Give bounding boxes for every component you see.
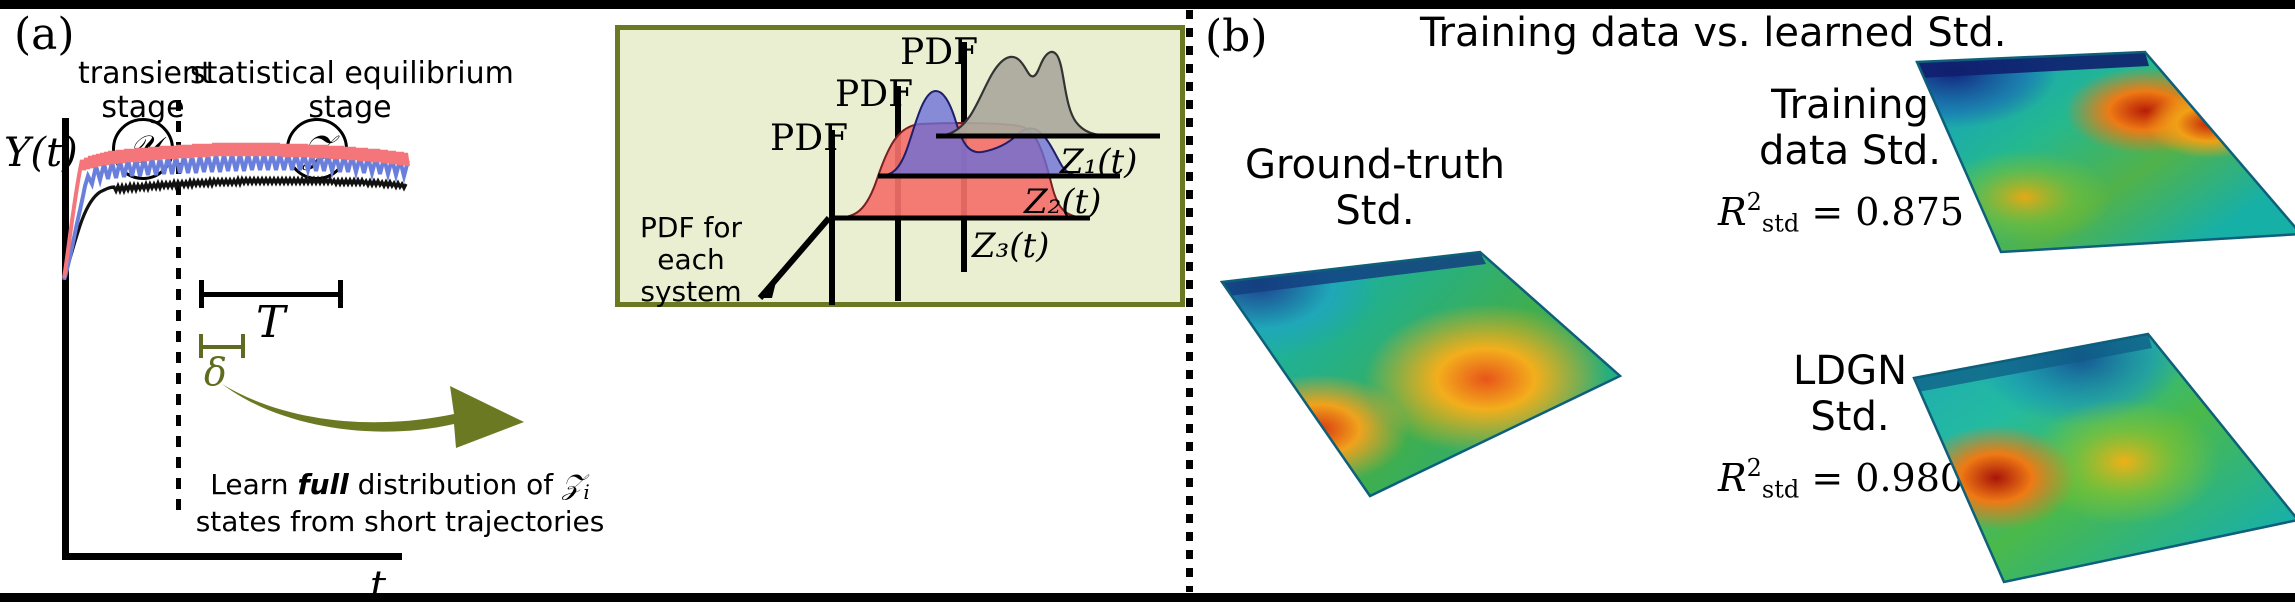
- delta-interval-label: δ: [204, 350, 227, 394]
- trajectory-plot: [62, 142, 410, 280]
- ldgn-label-line1: LDGN: [1792, 348, 1907, 394]
- panel-divider-dotted: [1186, 10, 1193, 592]
- training-data-label-line2: data Std.: [1759, 128, 1941, 174]
- ldgn-r2-value: 0.980: [1855, 455, 1965, 500]
- ldgn-r2: R2std = 0.980: [1718, 454, 1965, 504]
- caption-post: distribution of: [348, 468, 563, 501]
- stage-separator-dashed-line: [176, 100, 181, 520]
- Z2-blue-distribution: [877, 90, 1093, 177]
- training-data-surface-outline: [1915, 50, 2295, 254]
- ground-truth-surface-outline: [1219, 250, 1623, 498]
- x-axis-label: t: [370, 563, 387, 609]
- ldgn-r2-eq: =: [1811, 455, 1844, 500]
- ground-truth-surface-plot: [1219, 250, 1623, 498]
- pdf-for-each-system-line1: PDF for: [640, 211, 742, 244]
- ground-truth-label-line1: Ground-truth: [1244, 142, 1506, 188]
- panel-a-letter: (a): [14, 9, 75, 60]
- equilibrium-stage-label-line2: stage: [308, 90, 392, 125]
- transient-stage-label-line1: transient: [78, 56, 213, 91]
- panel-a-caption-line1: Learn full distribution of 𝒵i: [185, 468, 615, 504]
- delta-bracket-right-tick: [241, 334, 245, 358]
- training-r2-sub: std: [1761, 209, 1800, 238]
- frame-bottom-border: [0, 593, 2295, 602]
- ldgn-r2-sub: std: [1761, 475, 1800, 504]
- delta-bracket-left-tick: [199, 334, 203, 358]
- frame-top-border: [0, 0, 2295, 9]
- ldgn-r2-symbol: R: [1718, 455, 1747, 500]
- blue-trajectory-path: [62, 147, 410, 280]
- panel-b-letter: (b): [1205, 11, 1268, 62]
- pdf-depth-axis-arrowhead: [760, 282, 776, 298]
- ldgn-surface-outline: [1912, 332, 2295, 584]
- red-trajectory-path: [62, 142, 410, 279]
- equilibrium-stage-label-line1: statistical equilibrium: [190, 56, 514, 91]
- ldgn-label-line2: Std.: [1810, 394, 1890, 440]
- caption-pre: Learn: [210, 468, 298, 501]
- ldgn-r2-sup: 2: [1746, 454, 1762, 482]
- caption-math-sub-i: i: [583, 480, 590, 504]
- pdf-for-each-system-line2: each: [657, 243, 725, 276]
- black-trajectory-path: [62, 174, 408, 279]
- y-axis-line: [62, 118, 69, 560]
- x-axis-line: [62, 553, 402, 560]
- T-bracket-left-tick: [199, 280, 204, 308]
- panel-b-title: Training data vs. learned Std.: [1420, 10, 2007, 56]
- delta-bracket-bar: [199, 345, 245, 349]
- training-data-r2: R2std = 0.875: [1718, 188, 1965, 238]
- Z1-gray-distribution: [935, 50, 1137, 138]
- curved-arrow-icon: [222, 384, 524, 448]
- ground-truth-label-line2: Std.: [1335, 188, 1415, 234]
- pdf-inset-box: PDF PDF PDF PDF for each system: [615, 25, 1185, 308]
- training-r2-sup: 2: [1746, 188, 1762, 216]
- training-r2-symbol: R: [1718, 189, 1747, 234]
- training-r2-eq: =: [1811, 189, 1844, 234]
- pdf-distributions-plot: [757, 50, 1160, 300]
- training-r2-value: 0.875: [1855, 189, 1965, 234]
- pdf-for-each-system-line3: system: [640, 275, 742, 308]
- training-data-label-line1: Training: [1771, 82, 1929, 128]
- ldgn-surface-plot: [1912, 332, 2295, 584]
- y-axis-label: Y(t): [4, 130, 78, 176]
- T-bracket-right-tick: [338, 280, 343, 308]
- caption-math-z: 𝒵: [562, 468, 584, 501]
- pdf-depth-axis: [757, 216, 832, 300]
- T-interval-label: T: [256, 297, 286, 348]
- Z3-axis-label: Z₃(t): [972, 226, 1050, 266]
- panel-a-caption-line2: states from short trajectories: [195, 505, 605, 538]
- pdf-label-3: PDF: [770, 118, 849, 159]
- caption-bold-full: full: [297, 468, 349, 501]
- Z1-axis-label: Z₁(t): [1060, 142, 1138, 182]
- Z2-axis-label: Z₂(t): [1024, 182, 1102, 222]
- training-data-surface-plot: [1915, 50, 2295, 254]
- T-bracket-bar: [199, 292, 343, 297]
